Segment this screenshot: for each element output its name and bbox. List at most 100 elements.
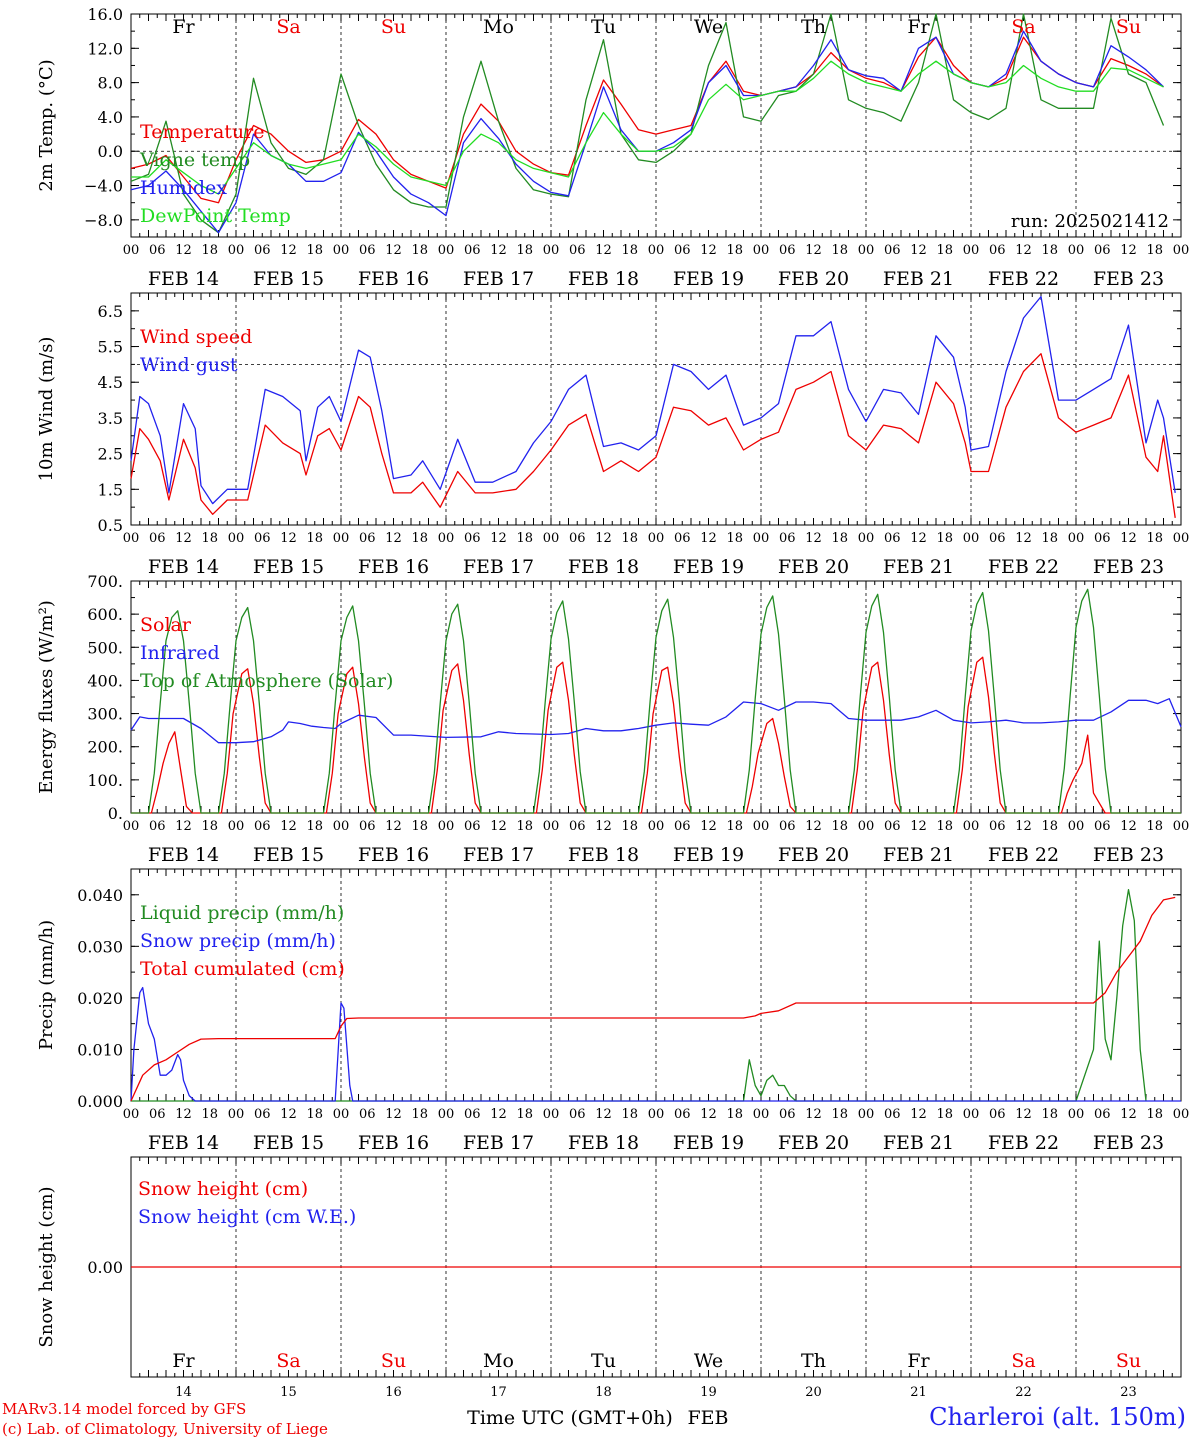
y-axis-title: Energy fluxes (W/m²): [36, 600, 57, 794]
date-label: FEB 22: [988, 556, 1059, 578]
hour-tick-label: 12: [280, 243, 297, 258]
hour-tick-label: 18: [516, 1107, 533, 1122]
legend-entry: Total cumulated (cm): [140, 958, 345, 980]
day-name-label: Sa: [1011, 16, 1035, 38]
hour-tick-label: 18: [831, 819, 848, 834]
date-label: FEB 19: [673, 1132, 744, 1154]
hour-tick-label: 12: [385, 531, 402, 546]
date-label: FEB 22: [988, 268, 1059, 290]
hour-tick-label: 06: [989, 531, 1006, 546]
x-axis-title: Time UTC (GMT+0h): [467, 1407, 673, 1429]
legend-entry: Wind gust: [140, 354, 238, 376]
hour-tick-label: 00: [1173, 819, 1190, 834]
hour-tick-label: 00: [1173, 531, 1190, 546]
y-tick-label: 0.010: [77, 1040, 123, 1059]
hour-tick-label: 06: [149, 819, 166, 834]
date-label: FEB 16: [358, 844, 429, 866]
day-number-label: 18: [595, 1385, 612, 1400]
y-tick-label: 0.030: [77, 937, 123, 956]
hour-tick-label: 00: [1068, 819, 1085, 834]
y-tick-label: 200.: [87, 738, 123, 757]
series-line: [130, 13, 1165, 234]
hour-tick-label: 12: [175, 819, 192, 834]
hour-tick-label: 12: [595, 819, 612, 834]
date-label: FEB 21: [883, 268, 954, 290]
y-axis-title: Snow height (cm): [36, 1186, 57, 1347]
hour-tick-label: 12: [1120, 243, 1137, 258]
hour-tick-label: 18: [936, 531, 953, 546]
date-label: FEB 17: [463, 844, 534, 866]
day-name-label: We: [694, 16, 723, 38]
date-label: FEB 19: [673, 268, 744, 290]
hour-tick-label: 06: [359, 1107, 376, 1122]
hour-tick-label: 12: [910, 1107, 927, 1122]
hour-tick-label: 12: [805, 1107, 822, 1122]
hour-tick-label: 12: [595, 531, 612, 546]
hour-tick-label: 18: [201, 819, 218, 834]
day-name-label: Sa: [276, 16, 300, 38]
date-label: FEB 20: [778, 268, 849, 290]
date-label: FEB 23: [1093, 268, 1164, 290]
date-label: FEB 21: [883, 844, 954, 866]
date-label: FEB 14: [148, 556, 219, 578]
hour-tick-label: 12: [595, 243, 612, 258]
hour-tick-label: 12: [385, 819, 402, 834]
date-label: FEB 16: [358, 268, 429, 290]
hour-tick-label: 18: [831, 243, 848, 258]
hour-tick-label: 00: [1068, 243, 1085, 258]
legend-entry: Solar: [140, 614, 192, 636]
hour-tick-label: 18: [516, 531, 533, 546]
model-credit: MARv3.14 model forced by GFS: [2, 1400, 247, 1418]
y-axis-title: 10m Wind (m/s): [36, 337, 57, 482]
hour-tick-label: 00: [858, 819, 875, 834]
series-line: [131, 588, 1181, 814]
y-tick-label: 0.: [108, 804, 123, 823]
hour-tick-label: 18: [411, 1107, 428, 1122]
hour-tick-label: 00: [963, 531, 980, 546]
day-name-label: Sa: [276, 1350, 300, 1372]
hour-tick-label: 12: [805, 531, 822, 546]
hour-tick-label: 18: [411, 243, 428, 258]
day-name-label: Mo: [483, 16, 514, 38]
series-line: [130, 353, 1176, 518]
hour-tick-label: 12: [175, 243, 192, 258]
day-name-label: Fr: [907, 1350, 930, 1372]
date-label: FEB 15: [253, 844, 324, 866]
hour-tick-label: 00: [648, 243, 665, 258]
hour-tick-label: 12: [805, 243, 822, 258]
hour-tick-label: 12: [385, 243, 402, 258]
day-name-label: Su: [1116, 1350, 1141, 1372]
hour-tick-label: 18: [306, 1107, 323, 1122]
hour-tick-label: 06: [884, 531, 901, 546]
hour-tick-label: 00: [858, 531, 875, 546]
date-label: FEB 17: [463, 556, 534, 578]
hour-tick-label: 12: [1015, 819, 1032, 834]
legend-entry: Infrared: [140, 642, 220, 664]
hour-tick-label: 18: [936, 819, 953, 834]
date-label: FEB 15: [253, 1132, 324, 1154]
hour-tick-label: 18: [936, 1107, 953, 1122]
hour-tick-label: 06: [989, 819, 1006, 834]
hour-tick-label: 18: [726, 819, 743, 834]
day-number-label: 20: [805, 1385, 822, 1400]
hour-tick-label: 12: [1120, 819, 1137, 834]
date-label: FEB 20: [778, 844, 849, 866]
date-label: FEB 16: [358, 1132, 429, 1154]
day-number-label: 19: [700, 1385, 717, 1400]
day-name-label: Th: [801, 16, 826, 38]
date-label: FEB 18: [568, 844, 639, 866]
day-name-label: Fr: [172, 16, 195, 38]
hour-tick-label: 00: [858, 243, 875, 258]
date-label: FEB 14: [148, 844, 219, 866]
day-name-label: Sa: [1011, 1350, 1035, 1372]
hour-tick-label: 18: [201, 243, 218, 258]
hour-tick-label: 12: [385, 1107, 402, 1122]
hour-tick-label: 06: [674, 819, 691, 834]
hour-tick-label: 00: [753, 531, 770, 546]
hour-tick-label: 12: [595, 1107, 612, 1122]
hour-tick-label: 06: [464, 819, 481, 834]
day-number-label: 21: [910, 1385, 927, 1400]
hour-tick-label: 12: [280, 819, 297, 834]
y-tick-label: 500.: [87, 638, 123, 657]
hour-tick-label: 00: [228, 531, 245, 546]
